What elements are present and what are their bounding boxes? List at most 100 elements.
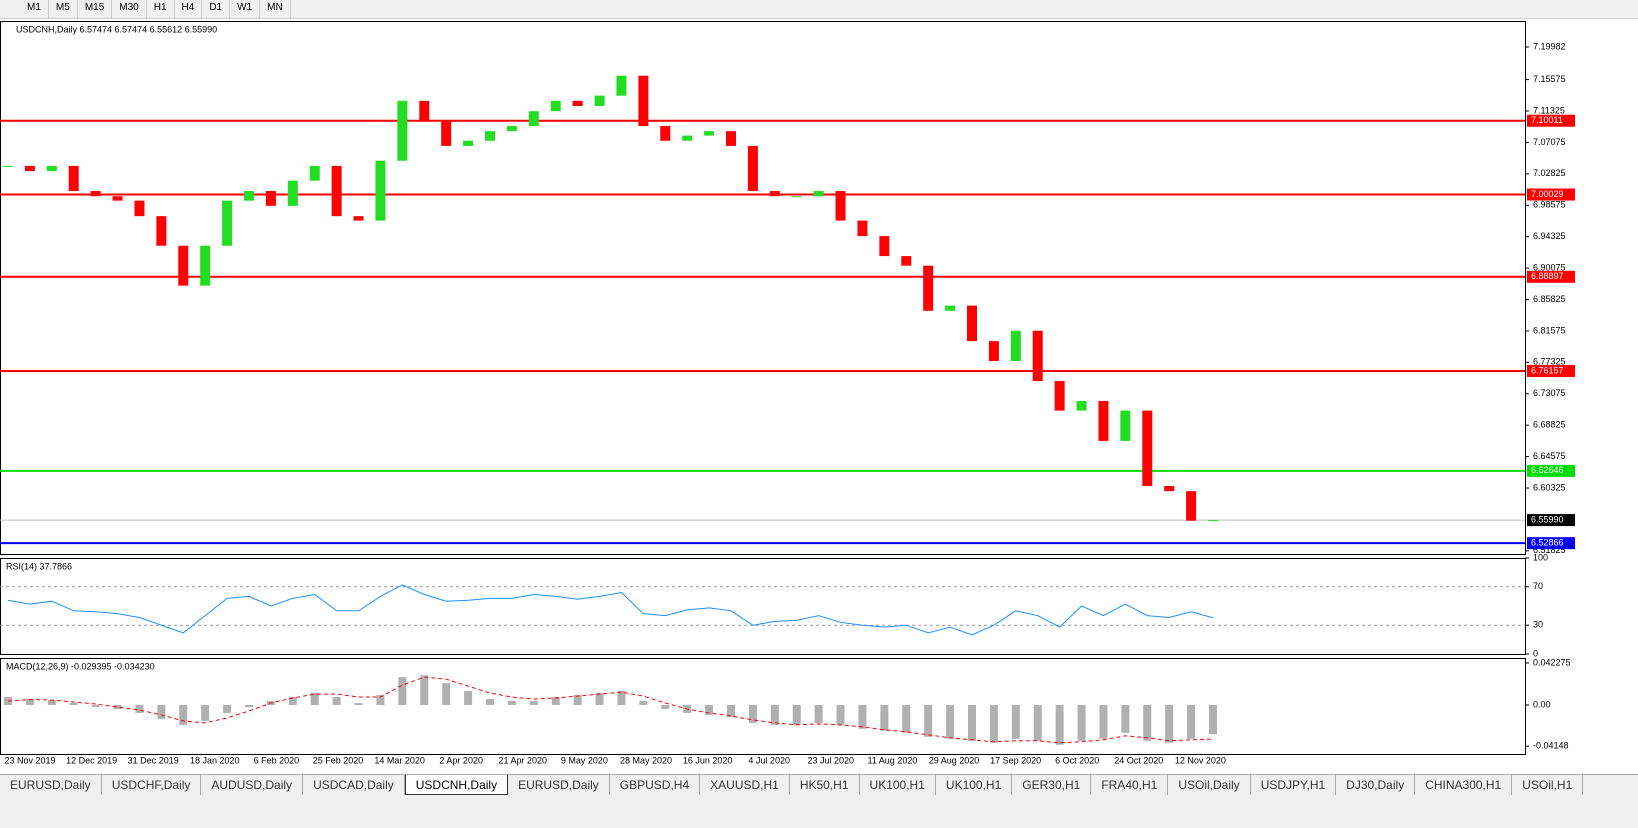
chart-tab[interactable]: USDCHF,Daily [102,775,202,795]
chart-tab[interactable]: UK100,H1 [936,775,1013,795]
x-tick-label: 4 Jul 2020 [748,755,790,765]
candle [68,165,79,192]
candle [1120,410,1131,441]
macd-bar [1055,705,1064,745]
timeframe-button[interactable]: M15 [78,0,113,18]
macd-bar [573,695,582,706]
chart-tab[interactable]: UK100,H1 [860,775,936,795]
y-tick-label: 7.19982 [1533,41,1566,51]
y-tick-label: 6.60325 [1533,482,1566,492]
current-price-label: 6.55990 [1531,514,1564,524]
macd-bar [507,701,516,706]
macd-bar [880,705,889,731]
x-tick-label: 23 Nov 2019 [4,755,55,765]
candle [90,191,101,197]
candle [1186,491,1197,521]
macd-bar [661,705,670,709]
x-tick-label: 24 Oct 2020 [1114,755,1163,765]
candle [638,75,649,126]
timeframe-button[interactable]: W1 [230,0,261,18]
chart-tab[interactable]: HK50,H1 [790,775,860,795]
timeframe-button[interactable]: MN [260,0,291,18]
candle [1010,330,1021,362]
timeframe-toolbar: M1 M5 M15 M30 H1 H4 D1 W1 MN [0,0,1638,19]
x-tick-label: 17 Sep 2020 [990,755,1041,765]
macd-bar [442,683,451,706]
chart-tab[interactable]: XAUUSD,H1 [700,775,790,795]
macd-bar [135,705,144,713]
panel-title: USDCNH,Daily 6.57474 6.57474 6.55612 6.5… [16,24,217,34]
macd-bar [25,699,34,706]
x-tick-label: 23 Jul 2020 [808,755,855,765]
candle [463,140,474,146]
x-tick-label: 16 Jun 2020 [683,755,733,765]
chart: USDCNH,Daily 6.57474 6.57474 6.55612 6.5… [0,19,1638,774]
candle [791,196,802,198]
candle [265,191,276,206]
y-tick-label: 7.07075 [1533,137,1566,147]
macd-bar [595,693,604,706]
macd-bar [69,703,78,706]
candle [747,145,758,192]
level-box [1527,188,1575,201]
chart-tab[interactable]: DJ30,Daily [1336,775,1416,795]
x-tick-label: 6 Oct 2020 [1055,755,1099,765]
y-tick-label: 6.73075 [1533,388,1566,398]
candle [419,100,430,121]
candle [244,191,254,201]
level-label: 6.52866 [1531,538,1564,548]
chart-tabs: EURUSD,Daily USDCHF,Daily AUDUSD,Daily USDC… [0,774,1638,795]
macd-bar [1121,705,1130,733]
candle [441,120,452,146]
macd-bar [946,705,955,739]
candle [397,100,408,161]
y-tick-label: 7.15575 [1533,74,1566,84]
chart-tab[interactable]: CHINA300,H1 [1415,775,1513,795]
panel-title: RSI(14) 37.7866 [6,561,72,571]
macd-bar [420,675,429,706]
chart-tab[interactable]: GER30,H1 [1012,775,1092,795]
timeframe-button[interactable]: M1 [20,0,49,18]
candle [726,131,736,146]
macd-bar [836,705,845,725]
x-tick-label: 25 Feb 2020 [313,755,364,765]
candle [901,256,912,266]
timeframe-button[interactable]: H1 [147,0,175,18]
macd-bar [1099,705,1108,739]
chart-tab[interactable]: USOil,Daily [1168,775,1251,795]
candle [134,200,145,217]
macd-bar [464,691,473,706]
chart-tab[interactable]: EURUSD,Daily [508,775,610,795]
candle [24,165,35,172]
x-tick-label: 29 Aug 2020 [929,755,980,765]
chart-tab[interactable]: GBPUSD,H4 [610,775,701,795]
chart-tab[interactable]: USDCNH,Daily [404,775,509,795]
macd-bar [310,693,319,706]
chart-tab[interactable]: AUDUSD,Daily [201,775,304,795]
timeframe-button[interactable]: H4 [175,0,203,18]
chart-tab[interactable]: USOil,H1 [1512,775,1584,795]
macd-bar [223,705,232,713]
current-price-box [1527,514,1575,527]
candle [331,165,342,217]
level-label: 6.88897 [1531,271,1564,281]
candle [1164,485,1175,492]
y-tick-label: -0.04148 [1533,741,1569,751]
candle [309,165,320,181]
chart-tab[interactable]: USDCAD,Daily [303,775,405,795]
macd-bar [354,703,363,706]
macd-bar [617,691,626,706]
timeframe-button[interactable]: M30 [112,0,147,18]
candle [1208,520,1218,522]
chart-tab[interactable]: USDJPY,H1 [1251,775,1337,795]
chart-tab[interactable]: FRA40,H1 [1091,775,1169,795]
chart-tab[interactable]: EURUSD,Daily [0,775,102,795]
x-tick-label: 12 Nov 2020 [1175,755,1226,765]
x-tick-label: 9 May 2020 [561,755,608,765]
candle [222,200,233,246]
timeframe-button[interactable]: M5 [49,0,78,18]
candle [704,131,715,136]
timeframe-button[interactable]: D1 [202,0,231,18]
macd-bar [705,705,714,715]
